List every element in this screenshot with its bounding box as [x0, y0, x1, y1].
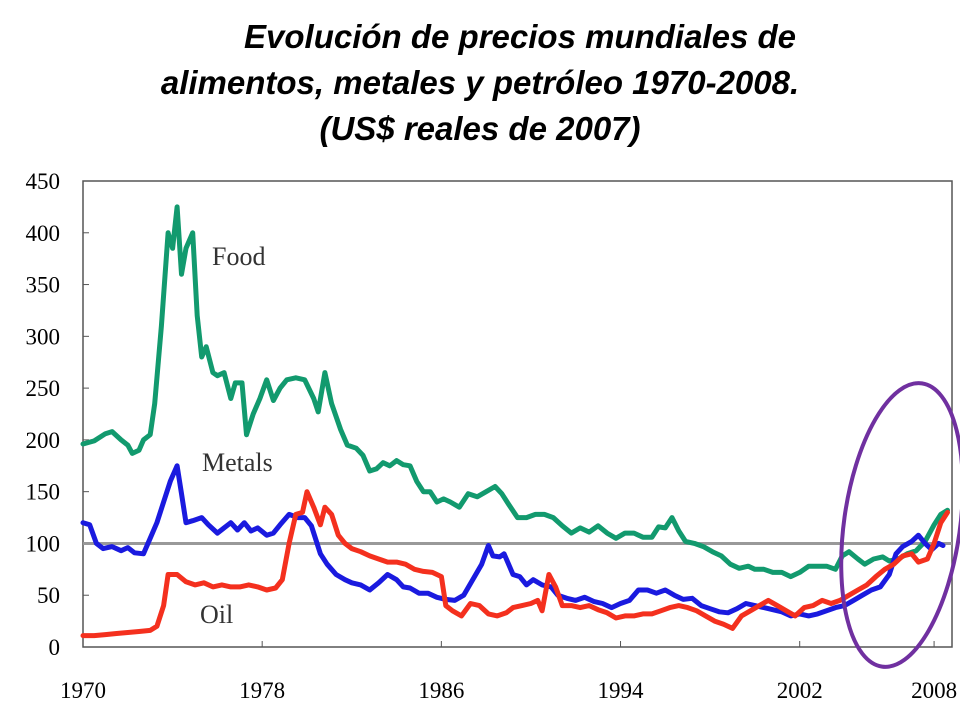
- x-tick-label: 1970: [60, 678, 106, 703]
- y-tick-label: 400: [26, 221, 61, 246]
- y-tick-label: 250: [26, 376, 61, 401]
- x-tick-label: 1978: [239, 678, 285, 703]
- chart-title-line-2: alimentos, metales y petróleo 1970-2008.: [160, 64, 800, 101]
- y-tick-label: 450: [26, 169, 61, 194]
- y-tick-label: 100: [26, 531, 61, 556]
- series-label-oil: Oil: [200, 600, 233, 629]
- series-line-metals: [80, 463, 946, 619]
- y-tick-label: 150: [26, 480, 61, 505]
- series-label-metals: Metals: [202, 448, 273, 477]
- x-tick-label: 2008: [911, 678, 957, 703]
- y-tick-label: 300: [26, 324, 61, 349]
- chart-title: Evolución de precios mundiales de alimen…: [0, 14, 960, 152]
- series-labels: Food Metals Oil: [200, 242, 273, 629]
- chart-title-line-3: (US$ reales de 2007): [319, 110, 641, 147]
- series-line-oil: [80, 489, 950, 639]
- y-tick-label: 350: [26, 273, 61, 298]
- series-line-food: [80, 204, 950, 580]
- chart-title-line-1: Evolución de precios mundiales de: [244, 18, 796, 55]
- series-layer: [80, 204, 950, 639]
- x-axis-ticks: 1970 1978 1986 1994 2002 2008: [60, 641, 957, 703]
- highlight-ellipse: [839, 381, 960, 669]
- x-tick-label: 1986: [418, 678, 464, 703]
- series-label-food: Food: [212, 242, 265, 271]
- x-tick-label: 2002: [777, 678, 823, 703]
- y-tick-label: 50: [37, 583, 60, 608]
- x-tick-label: 1994: [598, 678, 645, 703]
- y-tick-label: 200: [26, 428, 61, 453]
- y-axis-ticks: 0 50 100 150 200 250 300 350 400 450: [26, 169, 89, 660]
- y-tick-label: 0: [49, 635, 61, 660]
